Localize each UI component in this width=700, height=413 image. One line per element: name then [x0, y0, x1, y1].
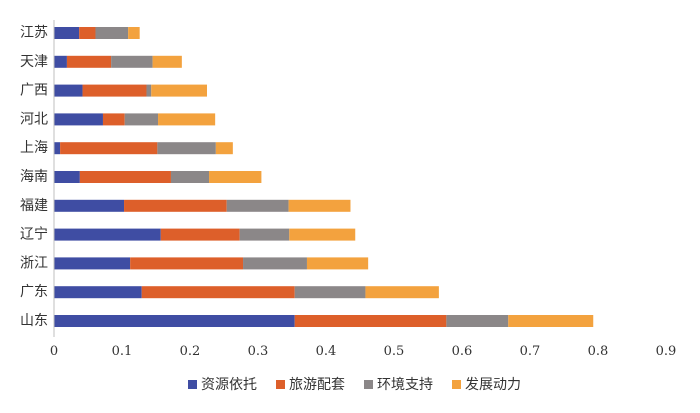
bar-segment: [151, 84, 207, 97]
bar-segment: [124, 113, 159, 126]
bar-segment: [54, 84, 83, 97]
bar-segment: [124, 199, 227, 212]
legend-swatch: [276, 380, 285, 389]
x-tick-label: 0.9: [656, 344, 677, 359]
bar-segment: [306, 257, 369, 270]
bar-segment: [446, 315, 509, 327]
x-tick-label: 0.8: [588, 344, 609, 359]
x-tick-label: 0.7: [520, 344, 541, 359]
bar-segment: [54, 113, 103, 126]
category-label: 广东: [20, 284, 48, 300]
x-tick-label: 0.4: [316, 344, 337, 359]
category-label: 辽宁: [20, 226, 48, 243]
bar-segment: [152, 55, 182, 68]
x-tick-label: 0.6: [452, 344, 473, 359]
bar-segment: [54, 27, 80, 39]
category-label: 福建: [20, 198, 48, 214]
category-label: 广西: [20, 83, 48, 99]
bar-segment: [215, 142, 233, 155]
x-tick-label: 0.2: [180, 344, 201, 359]
legend-label: 资源依托: [201, 377, 257, 393]
bars-layer: [54, 27, 594, 327]
bar-segment: [128, 27, 140, 39]
bar-segment: [294, 315, 447, 327]
bar-segment: [365, 286, 439, 299]
category-label: 浙江: [20, 255, 48, 271]
bar-segment: [54, 286, 142, 299]
bar-segment: [95, 27, 129, 39]
bar-segment: [66, 55, 112, 68]
bar-segment: [170, 171, 210, 183]
legend-item: 发展动力: [452, 377, 521, 393]
legend-item: 环境支持: [364, 377, 433, 393]
bar-segment: [102, 113, 125, 126]
bar-segment: [508, 315, 594, 327]
bar-segment: [54, 55, 67, 68]
bar-segment: [54, 228, 161, 241]
bar-segment: [158, 113, 216, 126]
bar-segment: [157, 142, 216, 155]
category-label: 河北: [20, 111, 48, 127]
bar-segment: [82, 84, 147, 97]
bar-segment: [209, 171, 262, 183]
bar-segment: [54, 315, 295, 327]
legend-label: 发展动力: [465, 377, 521, 393]
bar-segment: [79, 27, 96, 39]
bar-segment: [239, 228, 290, 241]
legend-label: 旅游配套: [289, 377, 345, 393]
bar-segment: [141, 286, 295, 299]
bar-segment: [79, 171, 171, 183]
bar-segment: [54, 171, 80, 183]
category-label: 海南: [20, 169, 48, 185]
x-tick-label: 0.3: [248, 344, 269, 359]
legend-item: 资源依托: [188, 377, 257, 393]
bar-segment: [146, 84, 152, 97]
legend-swatch: [364, 380, 373, 389]
legend-swatch: [188, 380, 197, 389]
category-label: 天津: [20, 54, 48, 70]
x-tick-label: 0.1: [112, 344, 133, 359]
legend-swatch: [452, 380, 461, 389]
legend: 资源依托 旅游配套 环境支持 发展动力: [188, 377, 521, 393]
bar-segment: [243, 257, 307, 270]
bar-segment: [54, 257, 131, 270]
bar-segment: [294, 286, 366, 299]
category-label: 江苏: [20, 25, 48, 41]
bar-segment: [111, 55, 153, 68]
x-tick-label: 0.5: [384, 344, 405, 359]
category-label: 上海: [20, 140, 48, 156]
bar-segment: [160, 228, 240, 241]
legend-item: 旅游配套: [276, 377, 345, 393]
bar-segment: [60, 142, 158, 155]
bar-segment: [54, 199, 125, 212]
bar-segment: [288, 199, 351, 212]
bar-segment: [130, 257, 244, 270]
x-tick-label: 0: [50, 344, 58, 359]
legend-label: 环境支持: [377, 377, 433, 393]
bar-segment: [289, 228, 356, 241]
bar-segment: [54, 142, 61, 155]
bar-segment: [226, 199, 289, 212]
category-label: 山东: [20, 313, 48, 329]
